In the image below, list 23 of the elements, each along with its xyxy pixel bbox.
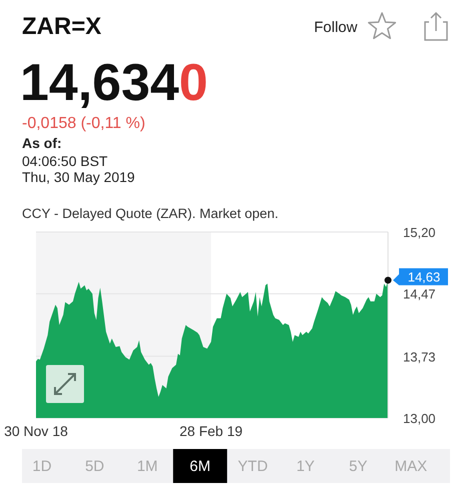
text: 1D bbox=[32, 458, 52, 474]
text: Follow bbox=[314, 19, 358, 36]
text: YTD bbox=[238, 458, 268, 474]
text: -0,0158 (-0,11 %) bbox=[22, 115, 146, 132]
text: 1M bbox=[136, 458, 158, 474]
text: 04:06:50 BST bbox=[22, 153, 108, 169]
chart-title: ZAR=X bbox=[22, 13, 102, 40]
text: 5D bbox=[85, 458, 104, 474]
y-tick-label: 15,20 bbox=[403, 224, 436, 240]
text: 5Y bbox=[349, 458, 368, 474]
x-tick-label: 28 Feb 19 bbox=[179, 423, 243, 439]
text: 1Y bbox=[296, 458, 315, 474]
y-tick-label: 14,47 bbox=[403, 286, 436, 302]
text: As of: bbox=[22, 135, 62, 151]
annotation: 14,63 bbox=[408, 269, 440, 284]
text: CCY - Delayed Quote (ZAR). Market open. bbox=[22, 206, 278, 221]
text: 6M bbox=[190, 458, 211, 474]
text: Thu, 30 May 2019 bbox=[22, 169, 136, 185]
y-tick-label: 13,73 bbox=[403, 348, 436, 364]
chart-subtitle: 14,6340 bbox=[20, 54, 208, 112]
text: MAX bbox=[394, 458, 428, 474]
y-tick-label: 13,00 bbox=[403, 410, 436, 426]
x-tick-label: 30 Nov 18 bbox=[4, 423, 68, 439]
